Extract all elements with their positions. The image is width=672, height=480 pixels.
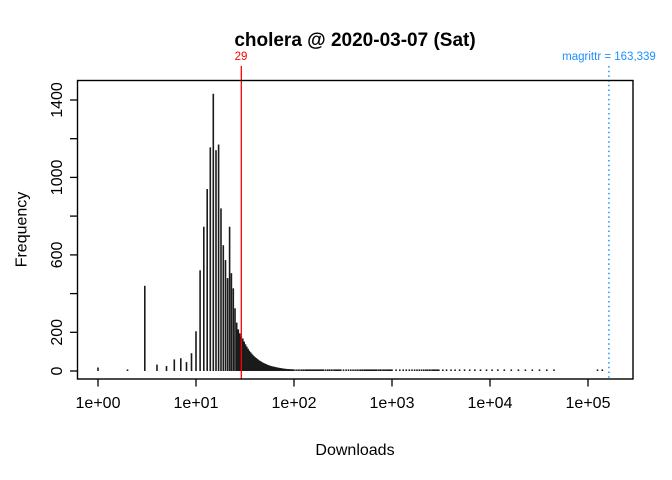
y-tick-label: 600 bbox=[49, 241, 66, 268]
x-tick-label: 1e+00 bbox=[76, 395, 121, 412]
x-axis-ticks: 1e+00 1e+01 1e+02 1e+03 1e+04 1e+05 bbox=[76, 379, 611, 412]
x-axis-title: Downloads bbox=[315, 442, 395, 459]
red-threshold-label: 29 bbox=[234, 51, 248, 63]
x-tick-label: 1e+02 bbox=[272, 395, 317, 412]
y-tick-label: 1000 bbox=[49, 160, 66, 196]
x-tick-label: 1e+03 bbox=[370, 395, 415, 412]
x-tick-label: 1e+04 bbox=[468, 395, 513, 412]
plot-title: cholera @ 2020-03-07 (Sat) bbox=[234, 30, 476, 51]
histogram-bars bbox=[97, 93, 604, 371]
y-axis-title: Frequency bbox=[13, 191, 31, 268]
plot-frame bbox=[76, 79, 634, 380]
y-tick-label: 0 bbox=[49, 366, 66, 375]
y-tick-label: 1400 bbox=[49, 82, 66, 118]
x-tick-label: 1e+01 bbox=[174, 395, 219, 412]
magrittr-line-label: magrittr = 163,339 bbox=[562, 51, 656, 63]
y-axis-ticks: 0 200 600 1000 1400 bbox=[49, 82, 78, 375]
y-tick-label: 200 bbox=[49, 319, 66, 346]
x-tick-label: 1e+05 bbox=[566, 395, 611, 412]
